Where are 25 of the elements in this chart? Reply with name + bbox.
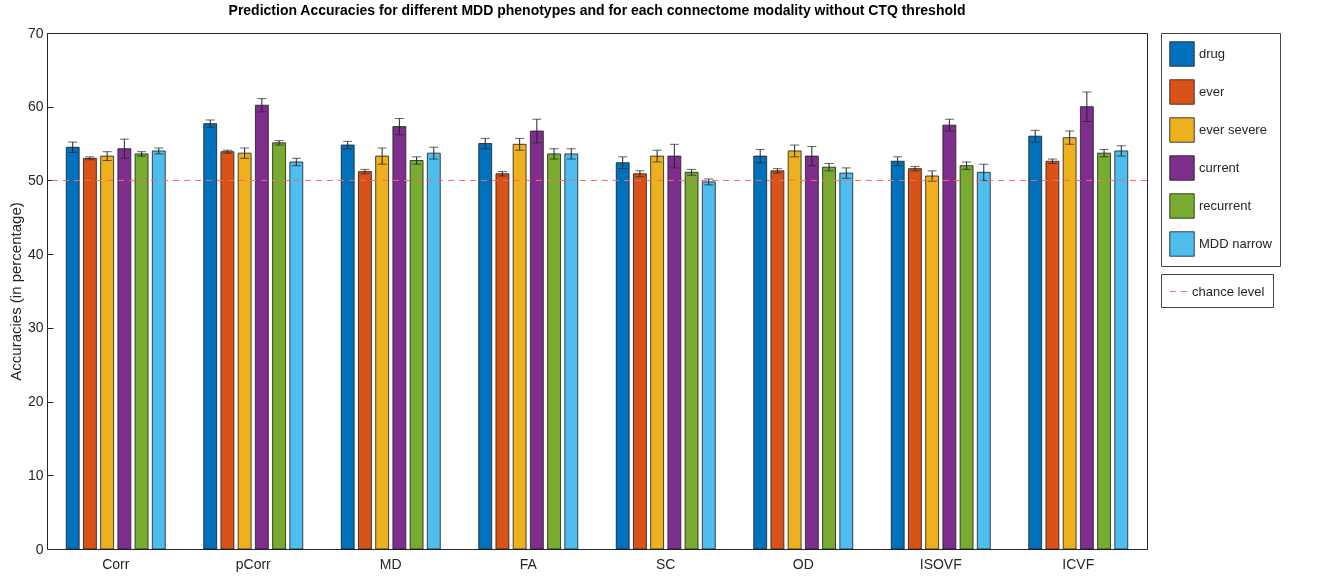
legend-label: current xyxy=(1199,160,1240,175)
y-tick-label: 30 xyxy=(27,319,44,336)
legend-label: ever severe xyxy=(1199,122,1267,137)
legend-label: chance level xyxy=(1192,283,1265,299)
chart-title: Prediction Accuracies for different MDD phenotypes and for each connectome modality without CTQ threshold xyxy=(228,2,966,18)
legend-label: drug xyxy=(1199,46,1226,61)
x-tick-label: Corr xyxy=(102,555,130,572)
legend-label: ever xyxy=(1199,84,1225,99)
y-tick-label: 70 xyxy=(27,24,44,41)
x-tick-label: ICVF xyxy=(1062,555,1095,572)
x-tick-label: ISOVF xyxy=(919,555,962,572)
x-tick-label: pCorr xyxy=(235,555,272,572)
y-tick-label: 60 xyxy=(27,98,44,115)
y-tick-label: 50 xyxy=(27,171,44,188)
x-tick-label: FA xyxy=(519,555,538,572)
y-tick-label: 10 xyxy=(27,466,44,483)
x-tick-label: OD xyxy=(792,555,814,572)
y-tick-label: 20 xyxy=(27,393,44,410)
legend-label: MDD narrow xyxy=(1199,236,1273,251)
y-tick-label: 40 xyxy=(27,245,44,262)
y-axis-title: Accuracies (in percentage) xyxy=(6,202,24,381)
x-tick-label: SC xyxy=(656,555,676,572)
y-tick-label: 0 xyxy=(35,540,44,557)
legend-label: recurrent xyxy=(1199,198,1252,213)
x-tick-label: MD xyxy=(379,555,402,572)
